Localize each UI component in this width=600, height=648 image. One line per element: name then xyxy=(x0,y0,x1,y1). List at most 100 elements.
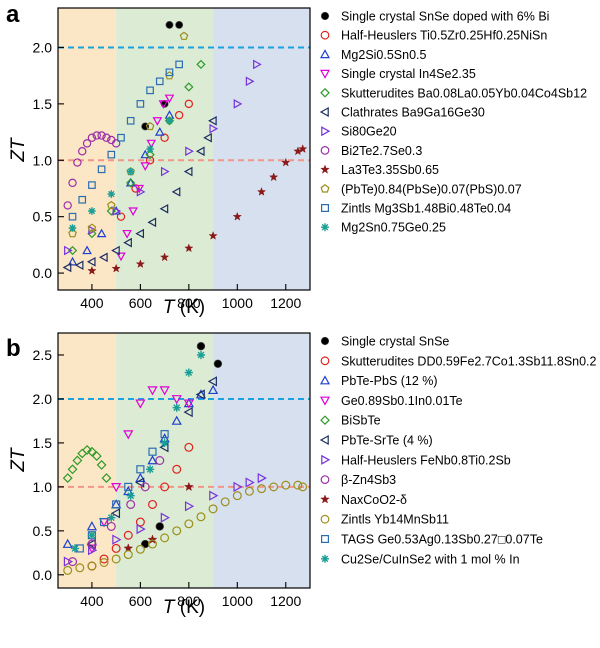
data-point xyxy=(124,482,133,491)
data-point xyxy=(155,77,164,86)
data-point xyxy=(148,447,157,456)
data-point xyxy=(135,259,146,268)
legend-label: Clathrates Ba9Ga16Ge30 xyxy=(341,106,485,120)
data-point xyxy=(62,473,73,484)
data-point xyxy=(184,368,193,377)
data-point xyxy=(281,157,291,167)
data-point xyxy=(159,252,170,262)
data-point xyxy=(111,245,120,256)
data-point xyxy=(147,386,158,396)
panel-label: b xyxy=(6,335,21,362)
data-point xyxy=(171,395,182,405)
data-point xyxy=(107,150,116,159)
data-point xyxy=(87,561,97,571)
data-point xyxy=(106,206,116,216)
legend-item: Skutterudites DD0.59Fe2.7Co1.3Sb11.8Sn0.… xyxy=(320,354,597,368)
panel-a: 400 600 800 1000 1200 0.0 0.5 1.0 1.5 2.0 T (K) ZT a… xyxy=(6,1,587,318)
data-point xyxy=(158,100,169,109)
data-point xyxy=(152,117,163,126)
data-point xyxy=(147,217,157,228)
legend-item: La3Te3.35Sb0.65 xyxy=(320,163,439,177)
data-point xyxy=(165,68,174,77)
legend-label: Single crystal SnSe doped with 6% Bi xyxy=(341,10,549,24)
data-point xyxy=(195,146,205,157)
legend-marker xyxy=(320,87,330,98)
data-point xyxy=(165,21,174,29)
series xyxy=(70,350,206,553)
data-point xyxy=(86,446,97,457)
data-point xyxy=(96,459,107,470)
data-point xyxy=(195,389,207,399)
data-point xyxy=(107,513,116,522)
data-point xyxy=(135,472,146,482)
legend-marker xyxy=(321,554,329,563)
legend-label: Mg2Sn0.75Ge0.25 xyxy=(341,221,446,235)
data-point xyxy=(102,133,111,142)
data-point xyxy=(232,491,242,501)
legend-label: TAGS Ge0.53Ag0.13Sb0.27□0.07Te xyxy=(341,533,543,547)
data-point xyxy=(112,206,122,216)
data-point xyxy=(68,178,77,188)
legend-item: β-Zn4Sb3 xyxy=(320,473,396,487)
data-point xyxy=(67,464,78,475)
data-point xyxy=(175,60,183,69)
panel-label: a xyxy=(6,1,20,28)
data-point xyxy=(172,526,182,536)
data-point xyxy=(233,99,243,109)
data-point xyxy=(155,456,165,465)
data-point xyxy=(111,482,122,493)
data-point xyxy=(174,110,184,120)
data-point xyxy=(146,86,154,95)
plot-frame xyxy=(57,332,311,589)
data-point xyxy=(232,211,243,221)
data-point xyxy=(175,21,184,29)
data-point xyxy=(86,256,96,267)
data-point xyxy=(184,442,194,452)
legend-label: La3Te3.35Sb0.65 xyxy=(341,163,439,177)
data-point xyxy=(112,500,121,509)
data-point xyxy=(87,265,97,275)
data-point xyxy=(184,99,194,109)
data-point xyxy=(140,162,151,171)
series xyxy=(116,99,194,221)
legend-marker xyxy=(321,454,331,465)
data-point xyxy=(99,252,108,263)
temperature-band xyxy=(116,333,214,588)
data-point xyxy=(75,563,85,573)
data-point xyxy=(213,359,223,368)
legend-marker xyxy=(320,336,330,346)
data-point xyxy=(68,224,77,232)
series xyxy=(141,341,223,549)
legend-marker xyxy=(320,11,330,21)
data-point xyxy=(148,539,157,549)
data-point xyxy=(196,350,206,360)
legend-marker xyxy=(320,514,330,524)
data-point xyxy=(126,499,136,509)
data-point xyxy=(147,534,158,544)
data-point xyxy=(87,223,97,232)
series xyxy=(62,115,217,273)
data-point xyxy=(160,438,169,447)
data-point xyxy=(73,158,82,167)
x-tick-label: 1000 xyxy=(222,593,253,609)
data-point xyxy=(293,480,303,490)
temperature-band xyxy=(116,8,214,290)
x-tick-label: 400 xyxy=(80,593,104,609)
x-tick-label: 600 xyxy=(129,593,153,609)
data-point xyxy=(101,473,112,484)
legend-label: Half-Heuslers FeNb0.8Ti0.2Sb xyxy=(341,453,511,467)
data-point xyxy=(136,465,145,474)
data-point xyxy=(164,94,175,104)
data-point xyxy=(99,554,109,564)
y-tick-label: 1.0 xyxy=(33,479,53,495)
data-point xyxy=(244,486,254,496)
data-point xyxy=(91,451,102,462)
data-point xyxy=(123,237,132,248)
legend-label: Zintls Yb14MnSb11 xyxy=(341,513,449,527)
legend-marker xyxy=(320,164,330,174)
data-point xyxy=(135,399,146,409)
legend-item: Half-Heuslers Ti0.5Zr0.25Hf0.25NiSn xyxy=(320,29,547,43)
data-point xyxy=(184,243,194,253)
data-point xyxy=(88,181,96,189)
data-point xyxy=(184,501,195,512)
